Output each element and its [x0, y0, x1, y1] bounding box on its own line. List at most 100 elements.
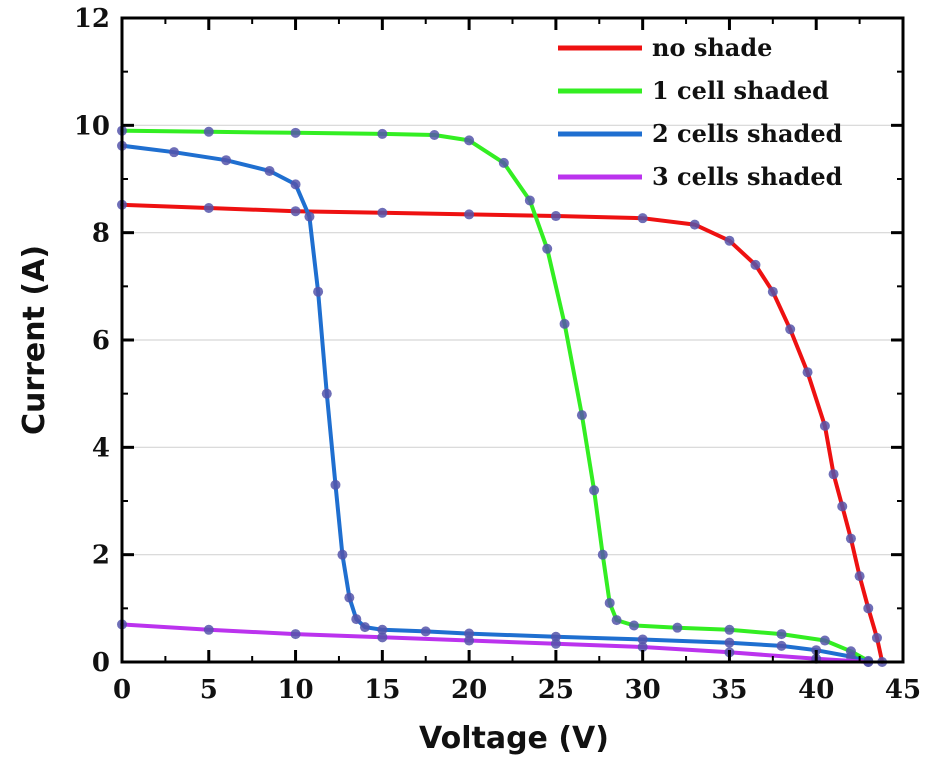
y-tick-label: 10	[74, 111, 110, 141]
data-point	[264, 165, 275, 176]
series-1-cell-shaded	[117, 125, 874, 666]
data-point	[377, 624, 388, 635]
x-tick-label: 0	[113, 675, 131, 705]
data-point	[724, 235, 735, 246]
data-point	[304, 211, 315, 222]
series-line	[120, 202, 885, 664]
y-axis-title: Current (A)	[17, 245, 52, 435]
legend-label: no shade	[652, 33, 772, 62]
data-point	[785, 324, 796, 335]
x-tick-label: 35	[711, 675, 747, 705]
data-point	[589, 485, 600, 496]
series-lines	[117, 125, 888, 667]
data-point	[828, 469, 839, 480]
x-tick-label: 45	[885, 675, 921, 705]
data-point	[637, 634, 648, 645]
data-point	[377, 207, 388, 218]
data-point	[863, 603, 874, 614]
legend-item: no shade	[558, 33, 772, 62]
data-point	[750, 259, 761, 270]
data-point	[337, 549, 348, 560]
y-tick-label: 12	[74, 4, 110, 34]
data-point	[429, 129, 440, 140]
data-point	[203, 624, 214, 635]
data-point	[837, 501, 848, 512]
data-point	[559, 318, 570, 329]
x-tick-label: 30	[625, 675, 661, 705]
data-point	[290, 629, 301, 640]
y-tick-label: 0	[92, 648, 110, 678]
data-point	[377, 632, 388, 643]
y-tick-label: 2	[92, 541, 110, 571]
data-point	[845, 533, 856, 544]
data-point	[498, 157, 509, 168]
data-point	[169, 147, 180, 158]
data-point	[359, 622, 370, 633]
data-point	[344, 592, 355, 603]
data-point	[576, 410, 587, 421]
data-point	[313, 286, 324, 297]
data-point	[351, 614, 362, 625]
x-axis-title: Voltage (V)	[419, 721, 609, 756]
gridlines	[122, 124, 903, 556]
data-point	[637, 641, 648, 652]
data-point	[377, 128, 388, 139]
x-tick-label: 5	[200, 675, 218, 705]
y-tick-label: 4	[92, 433, 110, 463]
data-point	[550, 211, 561, 222]
legend-label: 3 cells shaded	[652, 162, 843, 191]
data-point	[221, 155, 232, 166]
series-no-shade	[117, 199, 888, 667]
data-point	[767, 286, 778, 297]
data-point	[542, 243, 553, 254]
legend-item: 2 cells shaded	[558, 119, 843, 148]
data-point	[290, 206, 301, 217]
legend-label: 1 cell shaded	[652, 76, 829, 105]
x-tick-label: 15	[364, 675, 400, 705]
data-point	[871, 632, 882, 643]
x-tick-label: 10	[277, 675, 313, 705]
data-point	[611, 615, 622, 626]
data-point	[464, 628, 475, 639]
y-tick-label: 6	[92, 326, 110, 356]
data-point	[854, 571, 865, 582]
data-point	[604, 597, 615, 608]
data-point	[203, 126, 214, 137]
legend-item: 1 cell shaded	[558, 76, 829, 105]
series-line	[120, 128, 871, 663]
data-point	[689, 219, 700, 230]
data-point	[290, 179, 301, 190]
data-point	[637, 213, 648, 224]
axes	[120, 16, 905, 664]
data-point	[321, 388, 332, 399]
data-point	[724, 624, 735, 635]
data-point	[776, 629, 787, 640]
data-point	[597, 549, 608, 560]
data-point	[290, 127, 301, 138]
series-line	[120, 143, 871, 664]
x-tick-label: 25	[538, 675, 574, 705]
data-point	[724, 637, 735, 648]
data-point	[550, 631, 561, 642]
data-point	[330, 479, 341, 490]
data-point	[628, 620, 639, 631]
data-point	[464, 135, 475, 146]
data-point	[550, 638, 561, 649]
data-point	[802, 367, 813, 378]
series-line	[120, 622, 871, 664]
data-point	[464, 209, 475, 220]
y-tick-label: 8	[92, 219, 110, 249]
data-point	[776, 640, 787, 651]
legend-label: 2 cells shaded	[652, 119, 843, 148]
tick-labels: 0 2 4 6 8 10 12 0 5 10 15 20 25 30 35 40 45	[74, 4, 921, 705]
series-2-cells-shaded	[117, 140, 874, 667]
data-point	[524, 195, 535, 206]
data-point	[819, 420, 830, 431]
legend: no shade 1 cell shaded 2 cells shaded 3 cel…	[558, 33, 843, 191]
x-tick-label: 20	[451, 675, 487, 705]
data-point	[464, 635, 475, 646]
legend-item: 3 cells shaded	[558, 162, 843, 191]
data-point	[672, 622, 683, 633]
data-point	[203, 202, 214, 213]
